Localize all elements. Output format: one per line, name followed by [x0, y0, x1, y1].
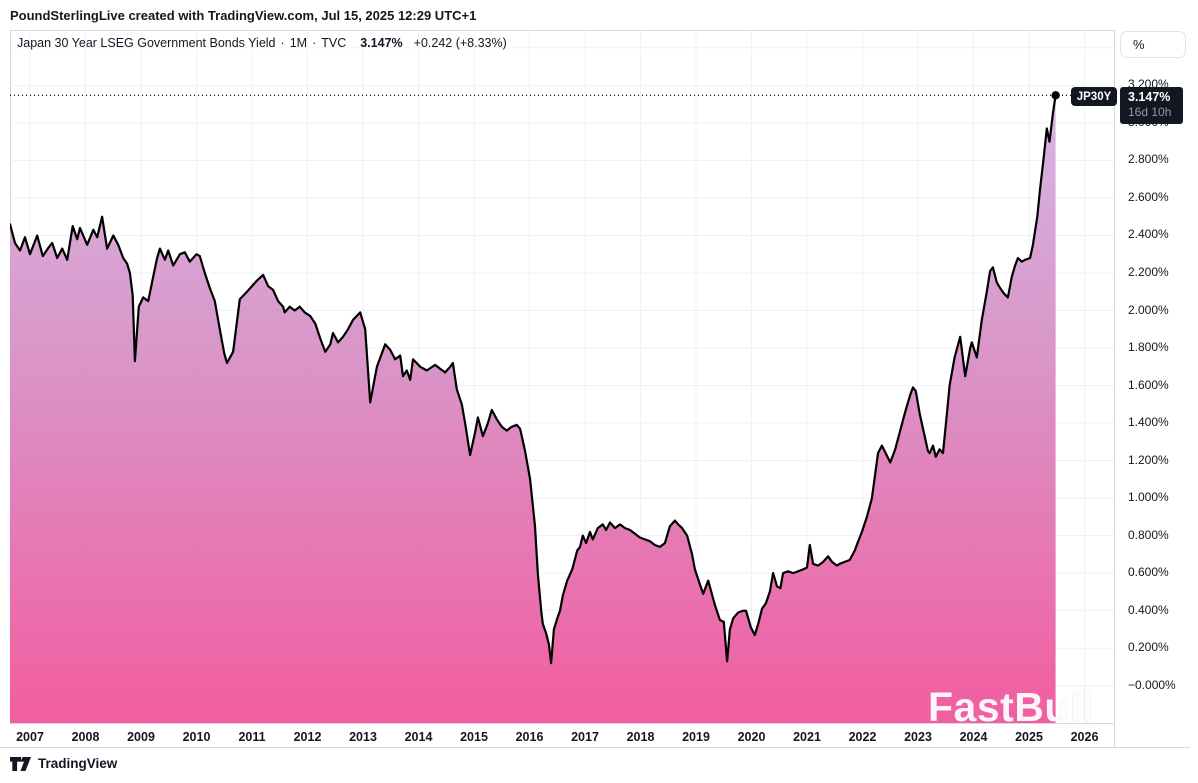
time-scale-label: 2016	[515, 730, 544, 744]
time-scale-label: 2008	[71, 730, 100, 744]
price-scale-label: −0.000%	[1128, 677, 1176, 692]
time-scale-label: 2011	[238, 730, 266, 744]
time-scale-label: 2020	[737, 730, 766, 744]
time-scale-label: 2015	[460, 730, 488, 744]
price-scale-label: 0.400%	[1128, 602, 1169, 617]
header-bar: PoundSterlingLive created with TradingVi…	[0, 0, 1198, 30]
time-scale-label: 2017	[571, 730, 599, 744]
time-scale-label: 2023	[904, 730, 932, 744]
tradingview-brand-text: TradingView	[38, 756, 118, 771]
legend[interactable]: Japan 30 Year LSEG Government Bonds Yiel…	[17, 36, 507, 50]
legend-change-value: +0.242 (+8.33%)	[413, 36, 507, 50]
price-scale-label: 2.600%	[1128, 189, 1169, 204]
time-scale-label: 2014	[404, 730, 433, 744]
percent-scale-button[interactable]: %	[1120, 31, 1186, 58]
price-scale-axis[interactable]: % 3.200%3.000%2.800%2.600%2.400%2.200%2.…	[1114, 30, 1198, 747]
price-scale-label: 1.200%	[1128, 452, 1169, 467]
time-scale-label: 2021	[793, 730, 821, 744]
time-scale-axis[interactable]: 2007 2008 2009 2010 2011 2012 2013 2014 2015 2016…	[10, 723, 1114, 747]
legend-separator: ·	[280, 36, 285, 50]
time-scale-label: 2007	[16, 730, 44, 744]
price-scale-label: 2.800%	[1128, 152, 1169, 167]
last-price-value: 3.147%	[1128, 90, 1171, 104]
time-scale-label: 2013	[349, 730, 377, 744]
fastbull-watermark: FastBull	[928, 684, 1094, 730]
legend-separator: ·	[312, 36, 317, 50]
price-scale-label: 1.000%	[1128, 490, 1169, 505]
bottom-divider	[0, 747, 1190, 748]
price-scale-label: 1.600%	[1128, 377, 1169, 392]
time-scale-label: 2010	[182, 730, 211, 744]
tradingview-logo[interactable]	[10, 756, 31, 771]
price-scale-label: 0.600%	[1128, 565, 1169, 580]
tradingview-footer: TradingView	[10, 756, 117, 771]
time-scale-label: 2009	[127, 730, 155, 744]
time-scale-label: 2019	[682, 730, 710, 744]
legend-title: Japan 30 Year LSEG Government Bonds Yiel…	[17, 36, 276, 50]
price-scale-label: 0.200%	[1128, 640, 1169, 655]
price-scale-label: 1.800%	[1128, 340, 1169, 355]
legend-last-value: 3.147%	[360, 36, 403, 50]
time-scale-label: 2018	[626, 730, 655, 744]
attribution-text: PoundSterlingLive created with TradingVi…	[10, 8, 477, 23]
symbol-price-flag: JP30Y	[1071, 87, 1117, 106]
last-price-badge: 3.147% 16d 10h	[1120, 87, 1183, 124]
price-scale-label: 1.400%	[1128, 415, 1169, 430]
time-scale-label: 2012	[293, 730, 322, 744]
price-scale-label: 0.800%	[1128, 527, 1169, 542]
area-fill	[10, 95, 1056, 723]
price-scale-label: 2.200%	[1128, 264, 1169, 279]
time-scale-label: 2026	[1070, 730, 1099, 744]
price-scale-label: 2.000%	[1128, 302, 1169, 317]
price-chart-canvas[interactable]	[10, 30, 1114, 723]
last-price-marker-dot	[1051, 91, 1060, 100]
bar-close-countdown: 16d 10h	[1128, 105, 1172, 119]
legend-exchange: TVC	[321, 36, 347, 50]
price-scale-label: 2.400%	[1128, 227, 1169, 242]
legend-interval: 1M	[289, 36, 308, 50]
time-scale-label: 2022	[848, 730, 877, 744]
price-line	[10, 94, 1057, 665]
time-scale-label: 2024	[959, 730, 988, 744]
time-scale-label: 2025	[1015, 730, 1043, 744]
